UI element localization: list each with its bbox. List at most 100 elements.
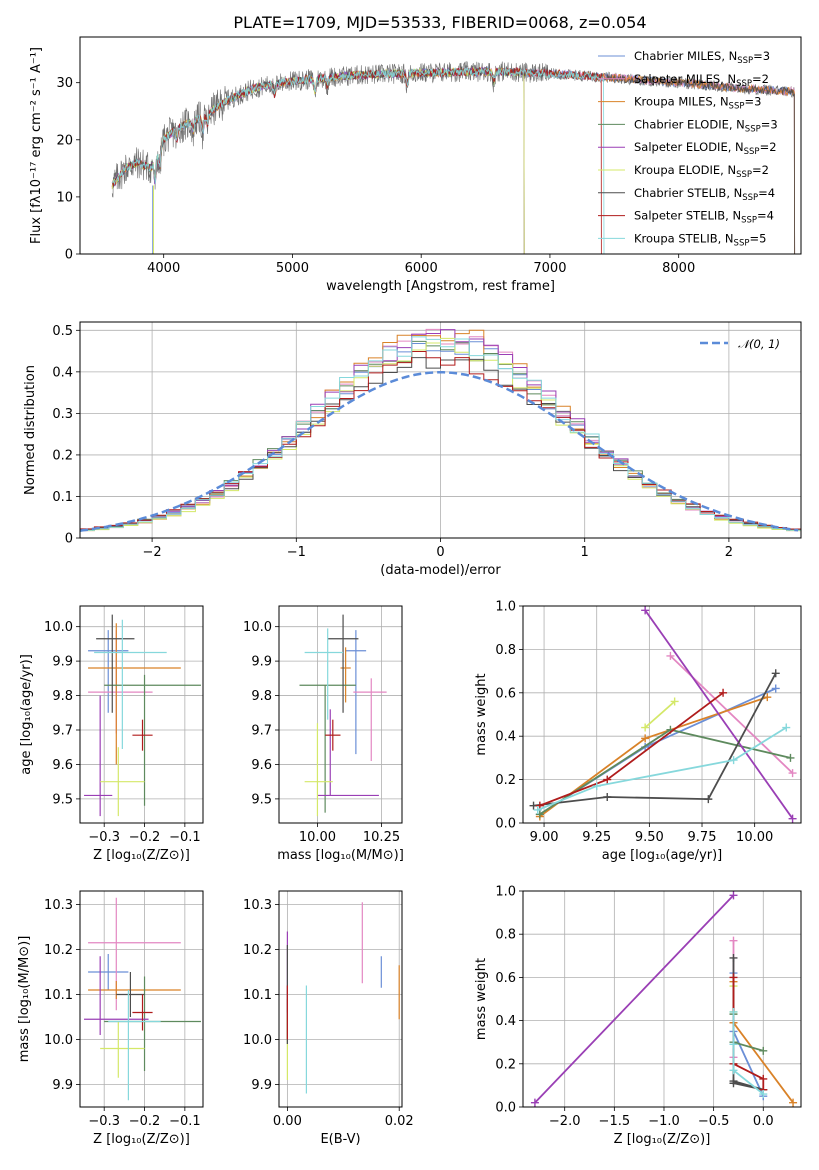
y-axis-label: mass [log₁₀(M/M⊙)] (17, 936, 32, 1063)
y-tick-label: 10 (56, 190, 73, 205)
x-axis-label: mass [log₁₀(M/M⊙)] (277, 848, 404, 863)
legend-entry: Kroupa MILES, NSSP=3 (634, 95, 761, 112)
legend-entry: 𝒩(0, 1) (738, 337, 780, 351)
x-tick-label: 9.75 (688, 830, 717, 845)
y-tick-label: 30 (56, 76, 73, 91)
x-tick-label: 0.02 (385, 1114, 414, 1129)
x-axis-label: wavelength [Angstrom, rest frame] (326, 279, 555, 294)
y-tick-label: 9.9 (251, 655, 272, 670)
legend-subscript: SSP (741, 216, 757, 226)
weight-marker (535, 810, 544, 819)
y-tick-label: 9.9 (52, 1078, 73, 1093)
errorbar-point (108, 990, 161, 1101)
axes-weight_vs_age: 9.00 9.25 9.50 9.75 10.00 0.0 0.2 0.4 0.6 0.8 1.0 a… (474, 600, 802, 863)
x-tick-label: 6000 (405, 261, 438, 276)
errorbar-point (88, 630, 129, 713)
weight-marker (789, 1098, 798, 1107)
y-tick-label: 9.8 (251, 689, 272, 704)
weight-series (530, 891, 738, 1107)
weight-marker (729, 973, 738, 982)
x-tick-label: 8000 (662, 261, 695, 276)
y-tick-label: 0.2 (495, 773, 516, 788)
x-tick-label: 9.25 (582, 830, 611, 845)
y-axis-label: Flux [fλ10⁻¹⁷ erg cm⁻² s⁻¹ A⁻¹] (29, 47, 44, 244)
legend-nssp: =4 (757, 209, 774, 223)
y-tick-label: 10.3 (44, 898, 73, 913)
weight-line (537, 726, 787, 811)
y-tick-label: 0.4 (495, 1014, 516, 1029)
legend-subscript: SSP (742, 193, 758, 203)
errorbar-point (304, 723, 333, 817)
legend-entry: Kroupa ELODIE, NSSP=2 (634, 163, 769, 180)
y-tick-label: 10.0 (243, 1033, 272, 1048)
spectrum-model-line (111, 66, 602, 254)
x-tick-label: 10.00 (736, 830, 773, 845)
x-axis-label: age [log₁₀(age/yr)] (602, 848, 723, 863)
weight-line (732, 1014, 764, 1052)
weight-series (729, 1007, 768, 1099)
weight-marker (729, 1077, 738, 1086)
weight-series (535, 688, 728, 810)
weight-marker (533, 805, 542, 814)
weight-marker (763, 693, 772, 702)
errorbar-point (132, 719, 153, 751)
weight-marker (729, 891, 738, 900)
y-tick-label: 9.8 (52, 689, 73, 704)
y-tick-label: 9.7 (52, 724, 73, 739)
errorbar-point (325, 719, 341, 751)
weight-marker (729, 936, 738, 945)
weight-marker (592, 782, 601, 791)
weight-line (644, 609, 794, 820)
y-tick-label: 10.2 (243, 943, 272, 958)
y-tick-label: 9.7 (251, 724, 272, 739)
legend-entry: Chabrier MILES, NSSP=3 (634, 49, 770, 66)
x-tick-label: −1.0 (648, 1114, 680, 1129)
y-tick-label: 0.0 (495, 817, 516, 832)
weight-marker (641, 606, 650, 615)
weight-series (729, 1010, 768, 1055)
errorbar-point (104, 674, 201, 806)
y-tick-label: 0.3 (52, 407, 73, 422)
legend-nssp: =3 (744, 95, 761, 109)
plot-area-age_vs_Z (84, 614, 201, 817)
weight-line (644, 700, 676, 729)
y-tick-label: 9.9 (52, 655, 73, 670)
axes-frame (278, 890, 403, 1108)
legend-subscript: SSP (744, 147, 760, 157)
errorbar-point (340, 647, 351, 703)
weight-marker (788, 814, 797, 823)
x-tick-label: 4000 (147, 261, 180, 276)
plot-area-weight_vs_age (529, 606, 797, 823)
y-tick-label: 20 (56, 133, 73, 148)
errorbar-point (317, 709, 379, 797)
weight-series (533, 723, 791, 814)
legend-nssp: =3 (761, 117, 778, 131)
weight-marker (782, 723, 791, 732)
errorbar-point (88, 897, 181, 1011)
errorbar-point (88, 981, 181, 999)
legend-entry: Salpeter ELODIE, NSSP=2 (634, 140, 777, 157)
weight-series (641, 606, 797, 823)
legend-entry: Chabrier ELODIE, NSSP=3 (634, 117, 778, 134)
axes-frame (79, 605, 204, 824)
weight-marker (788, 769, 797, 778)
y-axis-label: age [log₁₀(age/yr)] (19, 654, 34, 775)
axes-frame (522, 605, 802, 824)
axes-residuals: −2 −1 0 1 2 0 0.1 0.2 0.3 0.4 0.5 (data-model)/erro… (23, 321, 802, 578)
weight-marker (759, 1090, 768, 1099)
x-tick-label: −1.5 (599, 1114, 631, 1129)
errorbar-point (327, 614, 359, 713)
y-tick-label: 10.1 (243, 988, 272, 1003)
y-tick-label: 0.8 (495, 643, 516, 658)
y-tick-label: 0.0 (495, 1101, 516, 1116)
y-tick-label: 0.4 (495, 730, 516, 745)
residual-legend: 𝒩(0, 1) (700, 337, 780, 351)
axes-mass_vs_Z: −0.3 −0.2 −0.1 9.9 10.0 10.1 10.2 10.3 Z [log₁₀(… (17, 890, 204, 1147)
plot-area-spectrum (111, 61, 796, 254)
plot-area-mass_vs_ebv (286, 902, 400, 1094)
weight-line (732, 1012, 764, 1095)
y-tick-label: 0.1 (52, 490, 73, 505)
weight-marker (603, 775, 612, 784)
legend-nssp: =4 (758, 186, 775, 200)
x-axis-label: Z [log₁₀(Z/Z⊙)] (93, 848, 190, 863)
